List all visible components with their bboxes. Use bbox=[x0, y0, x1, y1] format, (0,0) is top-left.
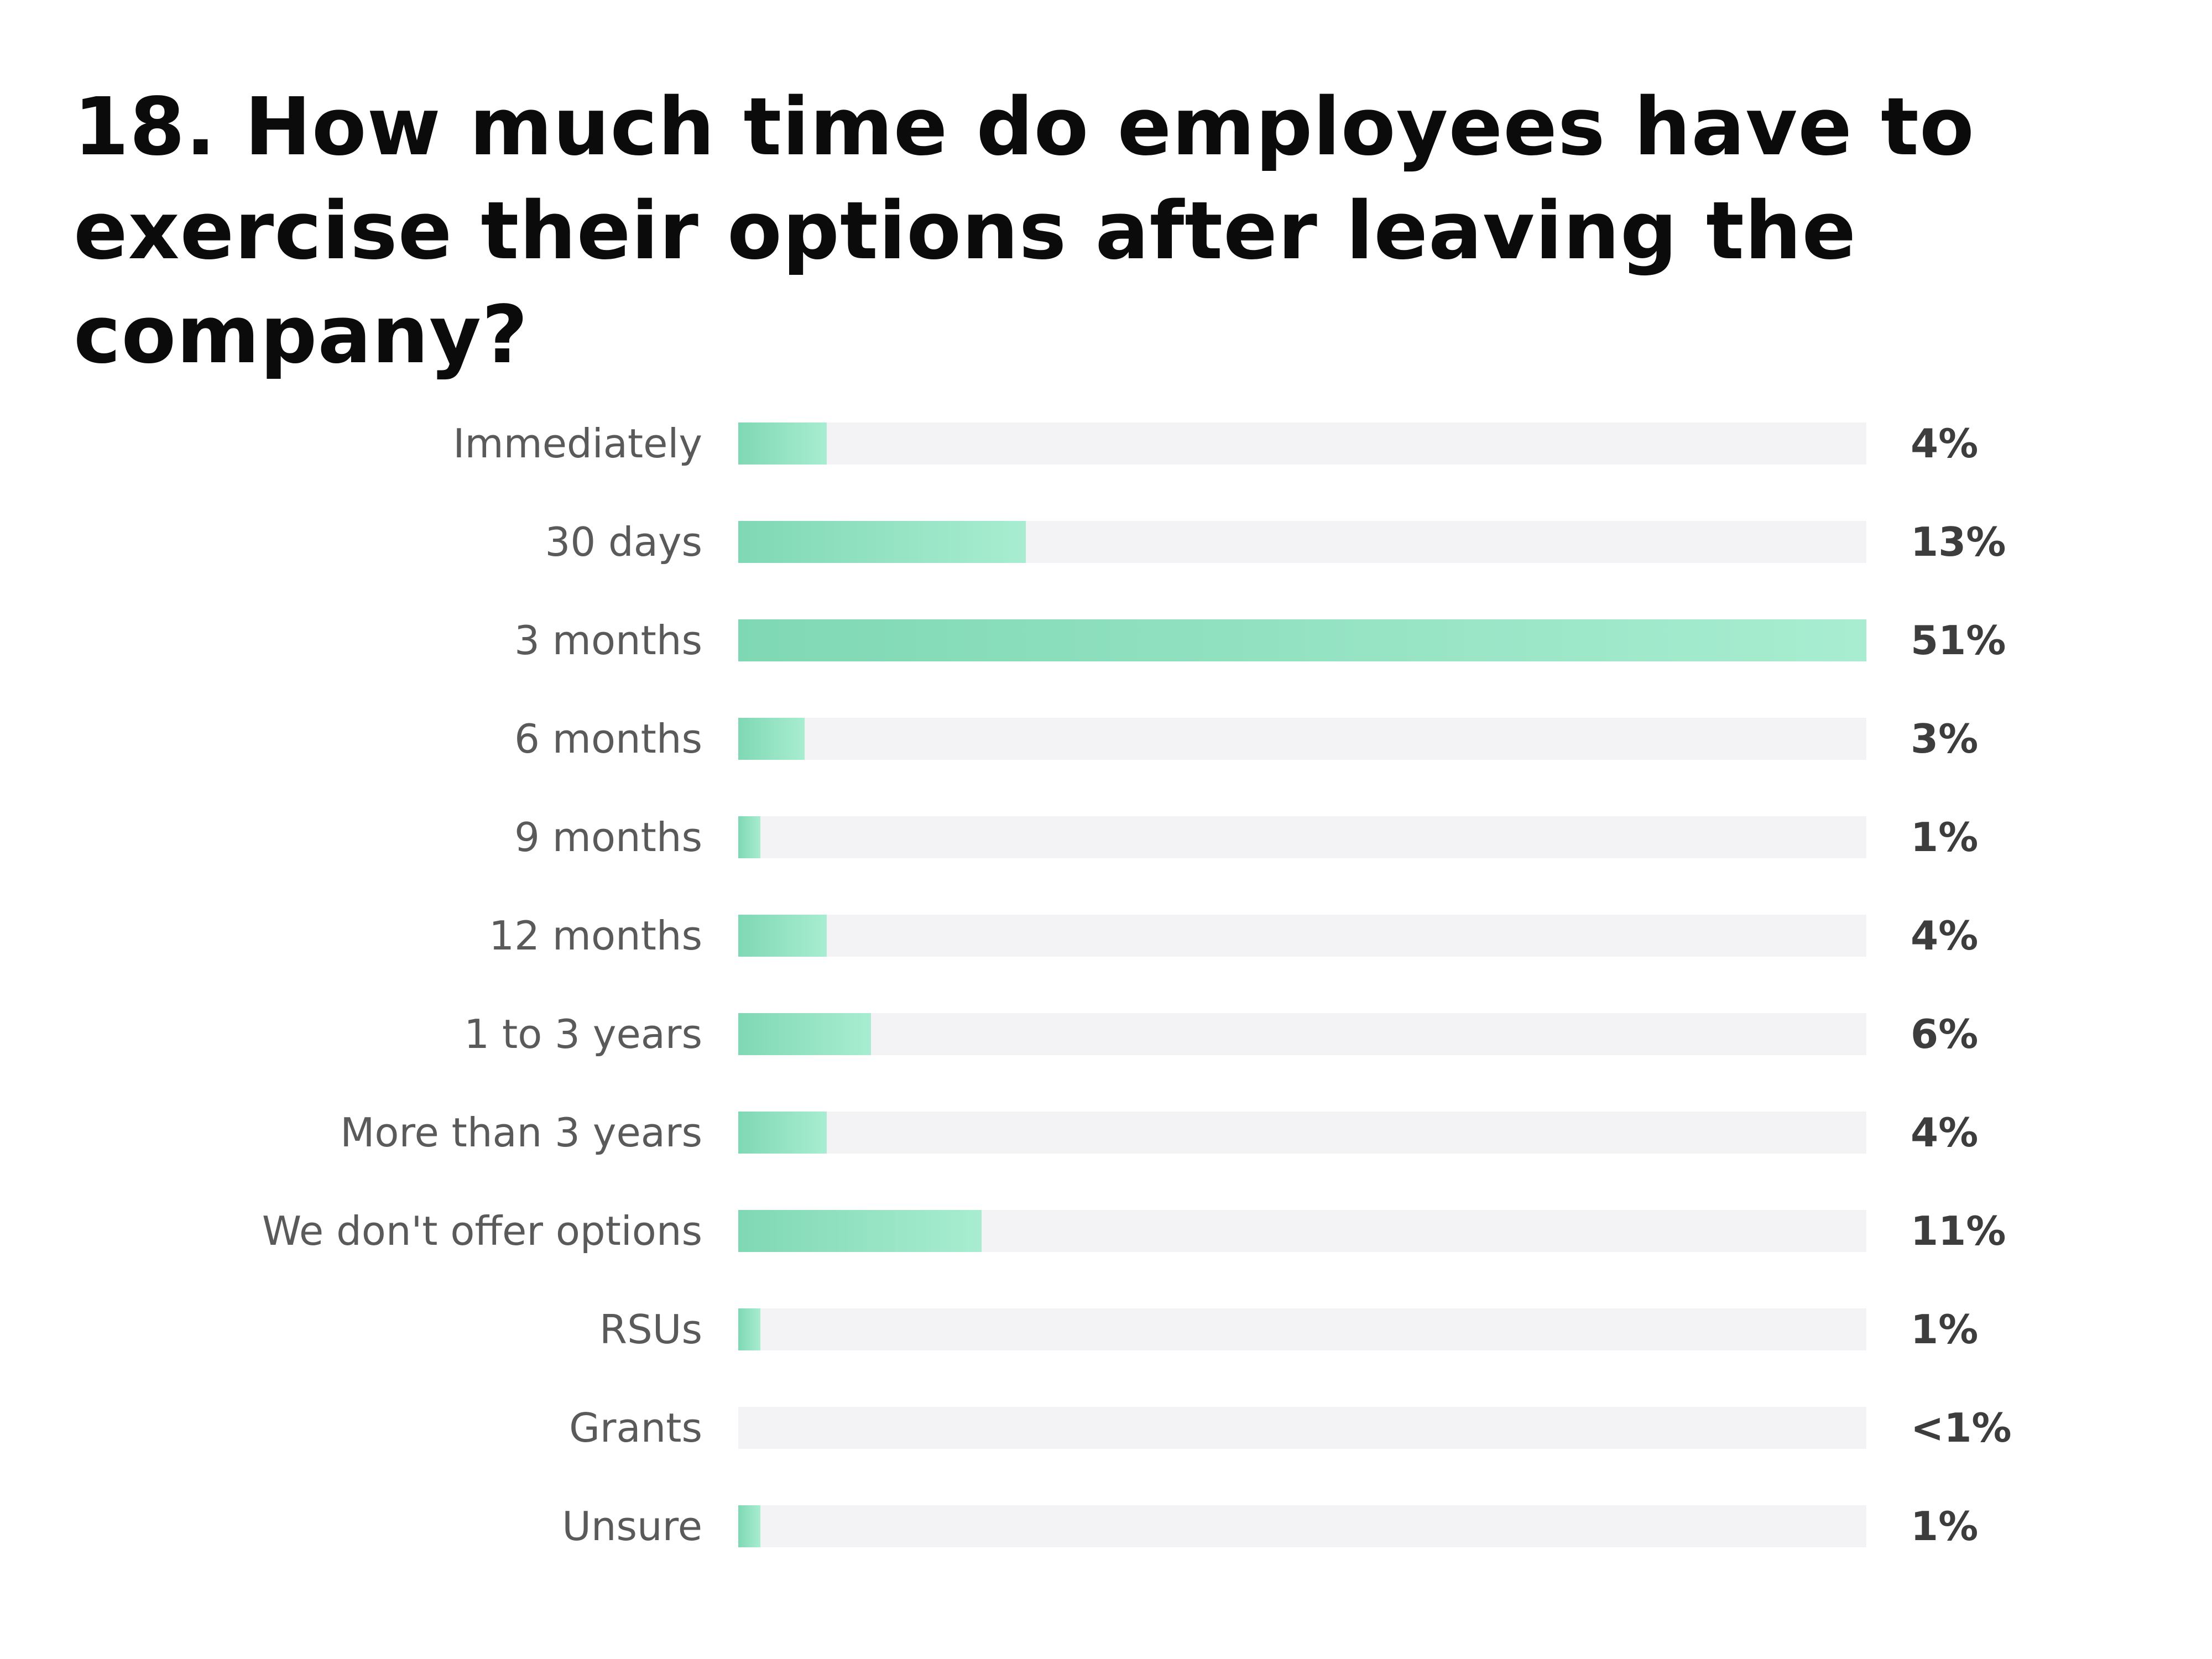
value-label: 1% bbox=[1911, 1306, 1978, 1353]
bar-row-we-don-t-offer-options: We don't offer options 11% bbox=[262, 1208, 2006, 1254]
bar-row-more-than-3-years: More than 3 years 4% bbox=[340, 1109, 1978, 1156]
bar-track bbox=[738, 718, 1866, 760]
bar-row-30-days: 30 days 13% bbox=[545, 519, 2006, 565]
bar-3-months bbox=[738, 619, 1866, 661]
bar-track bbox=[738, 1308, 1866, 1350]
value-label: 4% bbox=[1911, 420, 1978, 467]
bar-more-than-3-years bbox=[738, 1112, 827, 1154]
bar-immediately bbox=[738, 422, 827, 465]
bar-track bbox=[738, 1505, 1866, 1547]
bar-9-months bbox=[738, 816, 760, 858]
value-label: 6% bbox=[1911, 1011, 1978, 1057]
bar-rsus bbox=[738, 1308, 760, 1350]
bar-row-12-months: 12 months 4% bbox=[489, 912, 1978, 959]
bar-we-don-t-offer-options bbox=[738, 1210, 982, 1252]
bar-row-immediately: Immediately 4% bbox=[453, 420, 1978, 467]
bar-track bbox=[738, 915, 1866, 957]
bar-row-1-to-3-years: 1 to 3 years 6% bbox=[464, 1011, 1978, 1057]
bar-12-months bbox=[738, 915, 827, 957]
chart-title: 18. How much time do employees have to e… bbox=[74, 80, 1975, 381]
bar-row-9-months: 9 months 1% bbox=[514, 814, 1978, 860]
value-label: 3% bbox=[1911, 716, 1978, 762]
bar-track bbox=[738, 1407, 1866, 1449]
value-label: 11% bbox=[1911, 1208, 2006, 1254]
category-label: 3 months bbox=[514, 617, 702, 664]
bar-track bbox=[738, 816, 1866, 858]
bar-row-unsure: Unsure 1% bbox=[562, 1503, 1978, 1550]
category-label: More than 3 years bbox=[340, 1109, 702, 1156]
bar-6-months bbox=[738, 718, 805, 760]
value-label: 1% bbox=[1911, 1503, 1978, 1550]
category-label: We don't offer options bbox=[262, 1208, 702, 1254]
value-label: 4% bbox=[1911, 912, 1978, 959]
bar-unsure bbox=[738, 1505, 760, 1547]
bar-row-6-months: 6 months 3% bbox=[514, 716, 1978, 762]
value-label: 13% bbox=[1911, 519, 2006, 565]
value-label: 1% bbox=[1911, 814, 1978, 860]
category-label: Unsure bbox=[562, 1503, 702, 1550]
category-label: 9 months bbox=[514, 814, 702, 860]
bar-track bbox=[738, 1112, 1866, 1154]
category-label: 12 months bbox=[489, 912, 702, 959]
bar-30-days bbox=[738, 521, 1026, 563]
value-label: <1% bbox=[1911, 1405, 2012, 1451]
value-label: 51% bbox=[1911, 617, 2006, 664]
category-label: Grants bbox=[569, 1405, 702, 1451]
category-label: Immediately bbox=[453, 420, 702, 467]
bar-row-grants: Grants <1% bbox=[569, 1405, 2011, 1451]
bar-row-rsus: RSUs 1% bbox=[599, 1306, 1978, 1353]
value-label: 4% bbox=[1911, 1109, 1978, 1156]
category-label: 30 days bbox=[545, 519, 702, 565]
bar-track bbox=[738, 422, 1866, 465]
bar-track bbox=[738, 1013, 1866, 1055]
category-label: 1 to 3 years bbox=[464, 1011, 702, 1057]
bar-row-3-months: 3 months 51% bbox=[514, 617, 2006, 664]
category-label: 6 months bbox=[514, 716, 702, 762]
category-label: RSUs bbox=[599, 1306, 702, 1353]
bar-1-to-3-years bbox=[738, 1013, 871, 1055]
